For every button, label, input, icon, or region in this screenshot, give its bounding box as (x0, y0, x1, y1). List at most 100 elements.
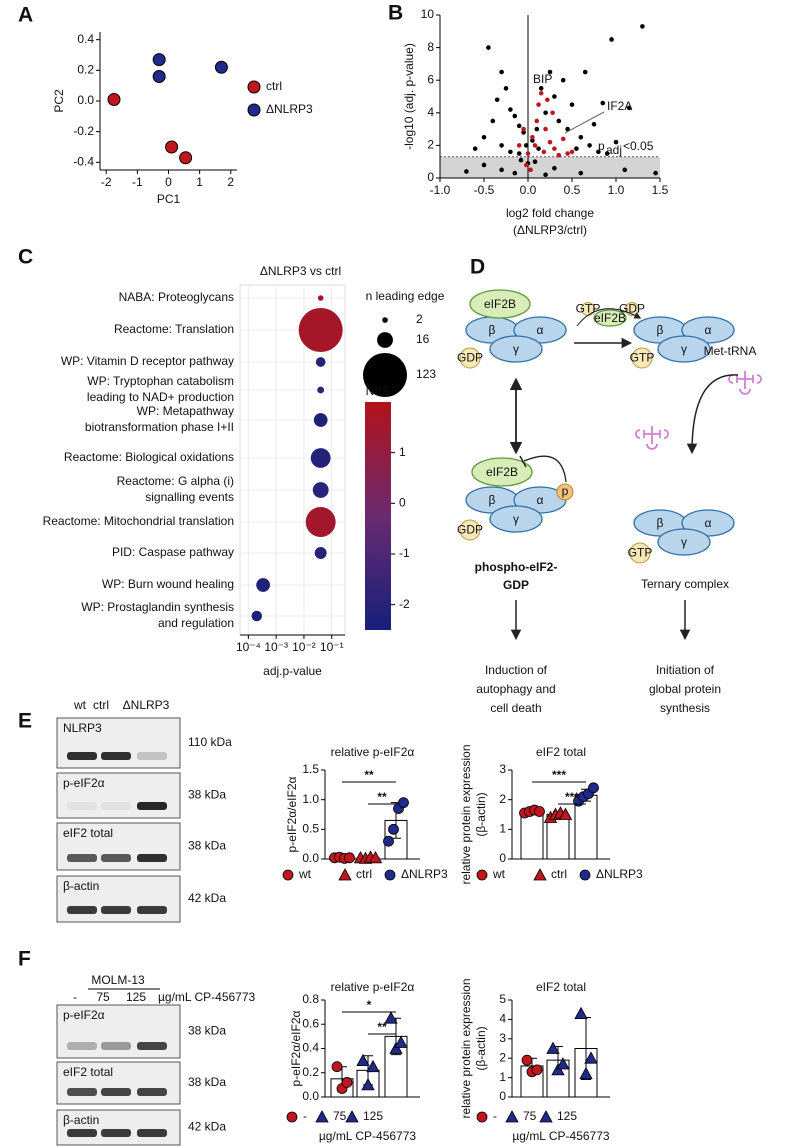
blot-band (101, 1129, 131, 1137)
blot-row-label: p-eIF2α (63, 1008, 105, 1022)
nucleotide-label: GTP (628, 546, 653, 560)
blot-band (101, 752, 131, 760)
y-tick-label: 0.0 (77, 93, 94, 107)
blot-band (137, 1042, 167, 1050)
y-axis-label: relative protein expression (459, 978, 473, 1118)
chart-title: eIF2 total (536, 980, 586, 994)
data-point (532, 159, 538, 164)
x-tick-label: 0.0 (520, 183, 537, 197)
data-point (622, 167, 628, 173)
data-point (653, 170, 658, 176)
data-point (534, 126, 540, 132)
data-point (481, 134, 487, 140)
blot-row-label: eIF2 total (63, 826, 113, 840)
y-tick-label: 4 (427, 105, 434, 119)
blot-header: MOLM-13 (91, 973, 145, 987)
colorbar-tick-label: -1 (399, 546, 410, 560)
data-point (398, 797, 409, 809)
blot-band (101, 802, 131, 810)
data-point (341, 1077, 353, 1088)
chart-title: eIF2 total (536, 745, 586, 759)
y-tick-label: 1.5 (302, 762, 319, 776)
subunit-label: β (489, 493, 496, 507)
category-label: signalling events (145, 490, 234, 504)
nucleotide (629, 542, 651, 564)
subunit-label: β (657, 323, 664, 337)
eif2b-label: eIF2B (484, 297, 516, 311)
data-point (368, 850, 383, 864)
data-point (464, 169, 469, 174)
subunit-label: α (537, 323, 544, 337)
x-tick-label: 1.5 (652, 183, 669, 197)
nucleotide (631, 347, 653, 369)
y-tick-label: 0.8 (302, 992, 319, 1006)
data-point (384, 869, 396, 881)
data-point (518, 157, 524, 163)
annotation: IF2A (607, 99, 632, 113)
data-point (560, 136, 566, 142)
data-point (588, 782, 599, 794)
subunit-label: γ (681, 342, 687, 356)
bubble (317, 295, 324, 301)
outcome-label: Induction of (485, 663, 548, 677)
nucleotide-label: GDP (457, 523, 483, 537)
y-tick-label: 0.6 (302, 1016, 319, 1030)
data-point (476, 869, 488, 881)
data-point (543, 126, 548, 132)
y-axis-label: (β-actin) (474, 1026, 488, 1070)
blot-column-label: ΔNLRP3 (123, 698, 170, 712)
nucleotide-label: GDP (619, 302, 645, 316)
eif2b-label: eIF2B (594, 311, 626, 325)
y-tick-label: -0.2 (73, 124, 94, 138)
data-point (472, 146, 478, 151)
data-point (534, 806, 545, 817)
data-point (508, 149, 513, 155)
legend-marker (247, 103, 261, 117)
data-point (552, 165, 557, 171)
blot-band (137, 1129, 167, 1137)
data-point (179, 151, 193, 165)
blot-band (101, 1042, 131, 1050)
data-point (582, 69, 588, 75)
data-point (345, 1110, 359, 1123)
data-point (481, 162, 487, 168)
category-label: Reactome: Mitochondrial translation (43, 514, 234, 528)
threshold-label: p (598, 139, 605, 153)
y-tick-label: 0 (499, 1089, 506, 1103)
data-point (584, 1051, 598, 1064)
data-point (494, 97, 500, 103)
data-point (521, 1054, 533, 1066)
inhibition-link (523, 455, 567, 483)
category-label: Reactome: Translation (114, 322, 234, 336)
category-label: PID: Caspase pathway (112, 545, 234, 559)
data-point (383, 835, 394, 847)
bubble (314, 547, 327, 559)
category-label: biotransformation phase I+II (85, 420, 234, 434)
phospho-eif2-label: phospho-eIF2- (475, 560, 558, 574)
data-point (338, 868, 352, 881)
data-point (556, 1057, 570, 1070)
data-point (534, 118, 540, 124)
x-tick-label: 2 (227, 175, 234, 189)
x-axis-label: (ΔNLRP3/ctrl) (513, 223, 587, 237)
data-point (490, 118, 496, 124)
data-point (523, 162, 529, 168)
data-point (344, 852, 355, 864)
nucleotide (459, 519, 481, 541)
legend-marker (247, 80, 261, 94)
data-point (107, 92, 121, 106)
y-tick-label: 4 (499, 1012, 506, 1026)
size-legend-marker (363, 353, 407, 397)
y-tick-label: 5 (499, 992, 506, 1006)
blot-size-label: 38 kDa (188, 1024, 226, 1038)
bar (520, 811, 544, 860)
data-point (574, 1006, 588, 1019)
data-point (503, 86, 509, 91)
blot-row-label: NLRP3 (63, 721, 102, 735)
blot-band (67, 1042, 97, 1050)
colorbar-tick-label: 0 (399, 496, 406, 510)
x-tick-label: 10⁻² (292, 640, 316, 654)
data-point (388, 823, 399, 835)
blot-band (101, 1088, 131, 1096)
blot-band (67, 906, 97, 914)
